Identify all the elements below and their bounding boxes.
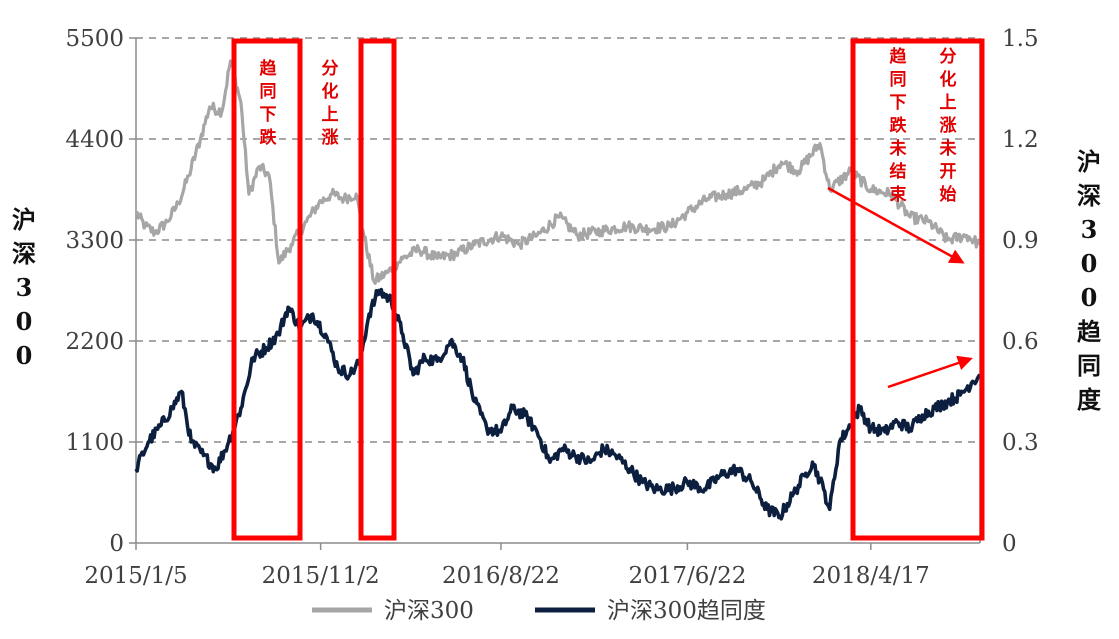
- right-tick-label: 1.5: [1002, 26, 1039, 52]
- right-axis-label-char: 趋: [1077, 317, 1102, 346]
- annotation-diverge-rise-not-started-char: 分: [940, 47, 957, 67]
- right-axis-label-char: 同: [1077, 351, 1101, 380]
- series-layer: [134, 59, 982, 521]
- left-axis-label-char: 0: [16, 341, 33, 370]
- legend-label-hs300: 沪深300: [384, 598, 474, 624]
- left-tick-label: 0: [109, 531, 124, 557]
- annotation-converge-decline-unfinished-char: 跌: [890, 116, 908, 136]
- annotation-converge-decline-unfinished-char: 未: [889, 138, 907, 159]
- left-tick-label: 1100: [65, 430, 124, 456]
- left-axis-label-char: 沪: [12, 205, 36, 234]
- left-tick-label: 3300: [65, 228, 124, 254]
- annotation-diverge-rise-not-started-char: 未: [939, 138, 957, 159]
- highlight-layer: [231, 38, 985, 541]
- legend: 沪深300 沪深300趋同度: [312, 598, 766, 624]
- right-tick-label: 0: [1002, 531, 1017, 557]
- annotation-converge-decline-unfinished-char: 结: [890, 161, 907, 182]
- x-tick-label: 2018/4/17: [812, 563, 930, 589]
- arrow-up-convergence: [887, 355, 973, 389]
- highlight-box: [231, 38, 303, 541]
- x-tick-label: 2017/6/22: [628, 563, 746, 589]
- legend-label-hs300-convergence: 沪深300趋同度: [607, 598, 766, 624]
- right-axis-label-char: 3: [1081, 215, 1098, 244]
- annotation-converge-decline-char: 下: [260, 105, 277, 125]
- right-tick-label: 1.2: [1002, 127, 1039, 153]
- series-line-hs300-convergence: [134, 287, 982, 521]
- highlight-box: [358, 38, 397, 541]
- right-tick-label: 0.6: [1002, 329, 1039, 355]
- left-axis-label-char: 0: [16, 307, 33, 336]
- annotation-diverge-rise-char: 分: [322, 59, 339, 79]
- left-tick-label: 5500: [65, 26, 124, 52]
- annotation-diverge-rise-not-started-char: 涨: [940, 116, 957, 136]
- x-tick-label: 2015/1/5: [84, 563, 187, 589]
- axes: 0 1100 2200 3300 4400 5500 0 0.3 0.6 0.9 1.2 1.5 201…: [65, 26, 1038, 589]
- annotation-converge-decline-unfinished-char: 趋: [890, 46, 908, 67]
- right-axis-label-char: 度: [1077, 385, 1102, 414]
- left-tick-label: 4400: [65, 127, 124, 153]
- left-tick-label: 2200: [65, 329, 124, 355]
- annotation-diverge-rise-not-started-char: 化: [940, 69, 957, 90]
- x-tick-label: 2015/11/2: [262, 563, 380, 589]
- right-axis-label-char: 0: [1081, 283, 1098, 312]
- series-line-hs300: [135, 59, 982, 285]
- annotation-converge-decline-char: 趋: [260, 58, 278, 79]
- annotation-converge-decline-unfinished-char: 束: [890, 184, 907, 205]
- right-axis-label-char: 0: [1081, 249, 1098, 278]
- left-axis-label-char: 3: [16, 273, 33, 302]
- annotation-converge-decline-unfinished-char: 同: [890, 70, 907, 90]
- annotation-diverge-rise-not-started-char: 开: [940, 162, 957, 182]
- annotation-diverge-rise-char: 上: [322, 105, 339, 125]
- arrow-down-hs300: [827, 186, 965, 264]
- annotation-diverge-rise-char: 化: [322, 81, 339, 102]
- right-axis-label-char: 沪: [1077, 147, 1101, 176]
- right-tick-label: 0.9: [1002, 228, 1039, 254]
- annotation-converge-decline-char: 同: [260, 82, 277, 102]
- left-axis-label-char: 深: [12, 239, 36, 268]
- x-tick-label: 2016/8/22: [442, 563, 560, 589]
- right-tick-label: 0.3: [1002, 430, 1039, 456]
- annotation-diverge-rise-not-started-char: 上: [940, 93, 957, 113]
- highlight-box: [850, 38, 985, 541]
- annotation-diverge-rise-char: 涨: [322, 128, 339, 148]
- right-axis-label-char: 深: [1077, 181, 1101, 210]
- annotation-converge-decline-unfinished-char: 下: [890, 93, 907, 113]
- annotation-converge-decline-char: 跌: [260, 128, 278, 148]
- annotation-diverge-rise-not-started-char: 始: [940, 184, 957, 205]
